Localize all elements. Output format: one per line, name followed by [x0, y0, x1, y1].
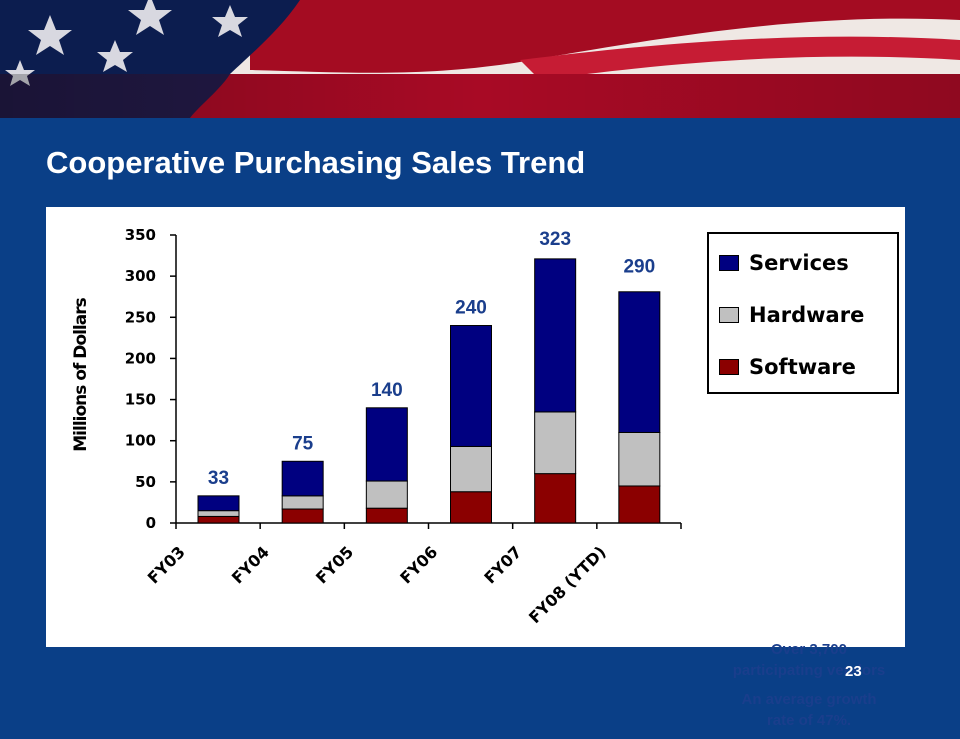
legend-swatch: [719, 255, 739, 271]
chart-legend: Services Hardware Software: [707, 232, 899, 394]
page-number: 23: [845, 663, 862, 680]
legend-label: Software: [749, 355, 856, 379]
bar-segment-hardware: [450, 445, 492, 493]
total-label: 33: [208, 468, 229, 489]
legend-swatch: [719, 307, 739, 323]
y-tick-label: 0: [146, 514, 156, 532]
x-category-label: FY08 (YTD): [525, 542, 610, 627]
y-tick-label: 150: [125, 391, 156, 409]
total-label: 240: [455, 298, 487, 319]
x-category-label: FY04: [228, 542, 273, 587]
y-tick-label: 250: [125, 308, 156, 326]
bar-segment-hardware: [197, 510, 240, 517]
bar-segment-hardware: [534, 411, 577, 475]
total-label: 290: [623, 256, 655, 277]
y-axis-title: Millions of Dollars: [71, 297, 91, 451]
bar-segment-software: [618, 485, 661, 524]
bar-segment-software: [365, 507, 408, 524]
note-panel: Over 3,700 participating vendors An aver…: [729, 639, 889, 739]
x-axis: FY03 FY04 FY05 FY06 FY07 FY08 (YTD): [144, 522, 682, 627]
bar-segment-services: [450, 325, 492, 447]
bar-segment-services: [618, 291, 661, 433]
y-tick-label: 100: [125, 432, 156, 450]
total-labels: 33 75 140 240 323 290: [208, 229, 655, 489]
bar-segment-software: [534, 473, 577, 524]
bar-segment-services: [281, 460, 324, 497]
flag-banner: [0, 0, 960, 118]
legend-item-hardware: Hardware: [719, 300, 864, 330]
slide-title: Cooperative Purchasing Sales Trend: [46, 145, 586, 180]
total-label: 75: [292, 433, 314, 454]
bar-segment-software: [450, 491, 492, 524]
chart-panel: 0 50 100 150 200 250 300 350 FY03 FY04 FY05 FY06 FY…: [46, 207, 905, 729]
bar-segment-services: [534, 258, 577, 413]
bar-segment-hardware: [365, 480, 408, 509]
bar-segment-hardware: [281, 495, 324, 510]
bars: [197, 258, 661, 524]
x-category-label: FY07: [480, 542, 525, 587]
bar-segment-software: [197, 515, 240, 524]
legend-item-services: Services: [719, 248, 849, 278]
x-category-label: FY05: [312, 542, 357, 587]
legend-label: Services: [749, 251, 849, 275]
total-label: 323: [539, 229, 571, 250]
x-category-label: FY03: [144, 542, 189, 587]
legend-swatch: [719, 359, 739, 375]
y-tick-label: 200: [125, 349, 156, 367]
bar-segment-services: [365, 407, 408, 482]
x-category-label: FY06: [396, 542, 441, 587]
total-label: 140: [371, 380, 403, 401]
bar-segment-hardware: [618, 431, 661, 487]
y-tick-label: 300: [125, 267, 156, 285]
y-axis: 0 50 100 150 200 250 300 350: [125, 226, 177, 532]
legend-label: Hardware: [749, 303, 865, 327]
vendor-count-note: Over 3,700 participating vendors: [732, 641, 886, 679]
bar-segment-services: [197, 495, 240, 512]
y-tick-label: 50: [135, 473, 156, 491]
bar-segment-software: [281, 508, 324, 524]
legend-item-software: Software: [719, 352, 856, 382]
growth-rate-note: An average growth rate of 47%.: [741, 691, 877, 729]
y-tick-label: 350: [125, 226, 156, 244]
